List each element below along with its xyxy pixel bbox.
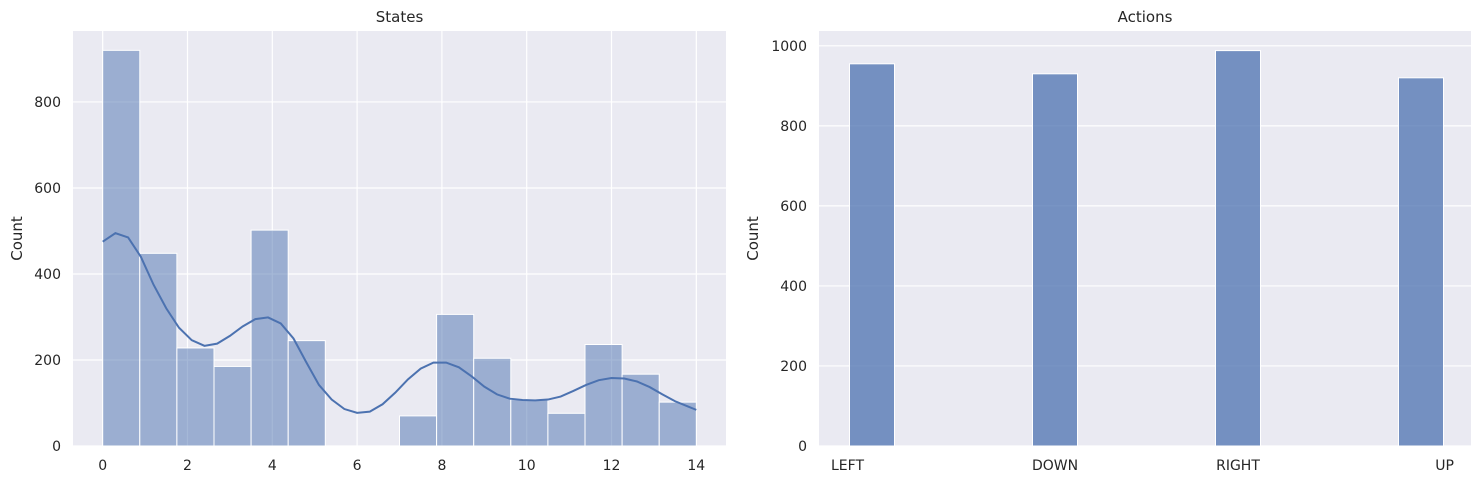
states-y-axis-label: Count xyxy=(8,216,26,261)
actions-y-tick-label: 400 xyxy=(780,279,807,295)
actions-bar-right xyxy=(1215,50,1261,447)
states-x-tick-label: 0 xyxy=(98,458,107,474)
states-histogram-bar xyxy=(621,373,660,447)
states-y-tick-labels: 0 200 400 600 800 xyxy=(34,95,61,455)
actions-bars xyxy=(849,50,1444,447)
actions-y-tick-label: 200 xyxy=(780,359,807,375)
states-histogram-bar xyxy=(547,412,586,447)
actions-x-tick-label: UP xyxy=(1435,458,1454,474)
actions-bar-down xyxy=(1032,73,1078,447)
actions-y-tick-labels: 0 200 400 600 800 1000 xyxy=(771,39,807,455)
states-histogram-bar xyxy=(584,344,623,447)
states-y-tick-label: 400 xyxy=(34,267,61,283)
states-histogram: 0 2 4 6 8 10 12 14 0 200 400 600 800 States Count xyxy=(8,8,726,474)
states-x-tick-label: 6 xyxy=(353,458,362,474)
states-x-tick-label: 14 xyxy=(687,458,705,474)
states-histogram-bar xyxy=(287,340,326,447)
states-y-tick-label: 800 xyxy=(34,95,61,111)
actions-y-tick-label: 0 xyxy=(798,439,807,455)
states-histogram-bar xyxy=(473,357,512,447)
states-y-tick-label: 600 xyxy=(34,181,61,197)
states-histogram-bar xyxy=(658,401,697,447)
states-y-tick-label: 0 xyxy=(52,439,61,455)
actions-x-tick-labels: LEFT DOWN RIGHT UP xyxy=(831,458,1454,474)
states-histogram-bar xyxy=(139,252,178,447)
states-title: States xyxy=(376,8,424,26)
states-histogram-bar xyxy=(213,365,252,447)
actions-x-tick-label: LEFT xyxy=(831,458,864,474)
actions-y-tick-label: 600 xyxy=(780,199,807,215)
states-bars xyxy=(102,49,697,447)
states-x-tick-labels: 0 2 4 6 8 10 12 14 xyxy=(98,458,705,474)
actions-bar-chart: LEFT DOWN RIGHT UP 0 200 400 600 800 1000 Action… xyxy=(744,8,1471,474)
states-x-tick-label: 8 xyxy=(437,458,446,474)
actions-y-axis-label: Count xyxy=(744,216,762,261)
actions-bar-up xyxy=(1398,77,1444,447)
states-x-tick-label: 12 xyxy=(603,458,621,474)
actions-gridlines xyxy=(819,45,1471,447)
states-histogram-bar xyxy=(399,415,438,447)
states-x-tick-label: 4 xyxy=(268,458,277,474)
states-histogram-bar xyxy=(436,313,475,447)
actions-plot-area xyxy=(819,31,1471,446)
actions-y-tick-label: 1000 xyxy=(771,39,807,55)
actions-x-tick-label: DOWN xyxy=(1032,458,1078,474)
actions-y-tick-label: 800 xyxy=(780,119,807,135)
actions-title: Actions xyxy=(1118,8,1173,26)
states-histogram-bar xyxy=(250,229,289,447)
actions-bar-left xyxy=(849,63,895,447)
actions-x-tick-label: RIGHT xyxy=(1216,458,1260,474)
states-histogram-bar xyxy=(102,49,141,447)
states-histogram-bar xyxy=(510,399,549,447)
states-y-tick-label: 200 xyxy=(34,353,61,369)
states-x-tick-label: 10 xyxy=(518,458,536,474)
states-kde-curve xyxy=(102,232,697,414)
states-x-tick-label: 2 xyxy=(183,458,192,474)
states-histogram-bar xyxy=(176,347,215,447)
